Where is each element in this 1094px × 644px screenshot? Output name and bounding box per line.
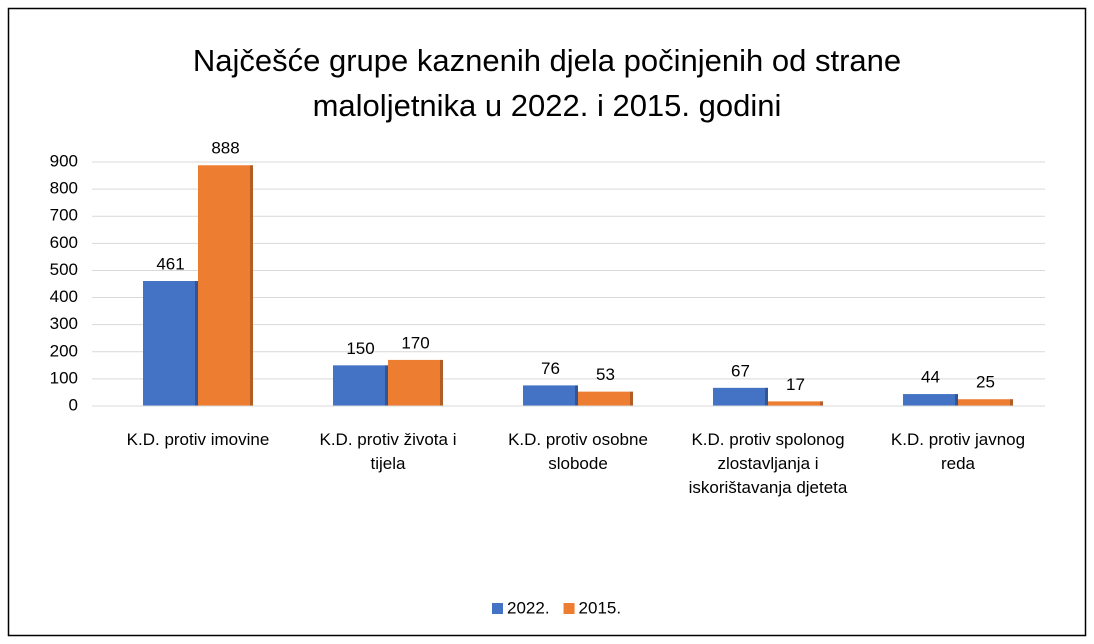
bar <box>958 399 1013 406</box>
bar-edge <box>820 401 823 406</box>
legend-label: 2022. <box>507 598 550 617</box>
bar-edge <box>630 391 633 406</box>
y-tick-label: 700 <box>50 206 78 225</box>
data-label: 150 <box>346 339 374 358</box>
x-tick-label: K.D. protiv života i tijela <box>319 430 457 473</box>
y-tick-label: 800 <box>50 179 78 198</box>
x-tick-label: K.D. protiv javnog reda <box>890 430 1026 473</box>
y-tick-label: 400 <box>50 287 78 306</box>
bar-edge <box>765 387 768 406</box>
x-tick-label: K.D. protiv osobne slobode <box>508 430 648 473</box>
y-tick-label: 0 <box>69 395 78 414</box>
chart-title: Najčešće grupe kaznenih djela počinjenih… <box>192 43 902 123</box>
chart-border <box>7 7 1087 637</box>
bar <box>198 165 253 406</box>
x-tick-label: K.D. protiv imovine <box>126 430 270 449</box>
bar <box>903 394 958 406</box>
bar <box>578 391 633 406</box>
legend-swatch <box>492 603 503 614</box>
bar <box>523 385 578 406</box>
y-tick-label: 300 <box>50 314 78 333</box>
y-tick-label: 500 <box>50 260 78 279</box>
bar-edge <box>1010 399 1013 406</box>
y-tick-label: 200 <box>50 341 78 360</box>
legend-label: 2015. <box>579 598 622 617</box>
bar <box>143 281 198 406</box>
bar-edge <box>250 165 253 406</box>
bar-edge <box>440 359 443 406</box>
data-label: 461 <box>156 255 184 274</box>
data-label: 17 <box>786 375 805 394</box>
data-label: 888 <box>211 139 239 158</box>
bar <box>333 365 388 406</box>
y-tick-label: 900 <box>50 151 78 170</box>
bar <box>768 401 823 406</box>
y-tick-label: 100 <box>50 368 78 387</box>
data-label: 67 <box>731 361 750 380</box>
bar-edge <box>955 394 958 406</box>
bar <box>713 387 768 406</box>
data-label: 53 <box>596 365 615 384</box>
data-label: 44 <box>921 368 940 387</box>
y-tick-label: 600 <box>50 233 78 252</box>
bar-edge <box>385 365 388 406</box>
data-label: 76 <box>541 359 560 378</box>
data-label: 25 <box>976 373 995 392</box>
x-tick-label: K.D. protiv spolonog zlostavljanja i isk… <box>688 430 848 497</box>
legend-swatch <box>563 603 575 614</box>
data-label: 170 <box>401 333 429 352</box>
bar-edge <box>575 385 578 406</box>
bar-edge <box>195 281 198 406</box>
bar <box>388 359 443 406</box>
